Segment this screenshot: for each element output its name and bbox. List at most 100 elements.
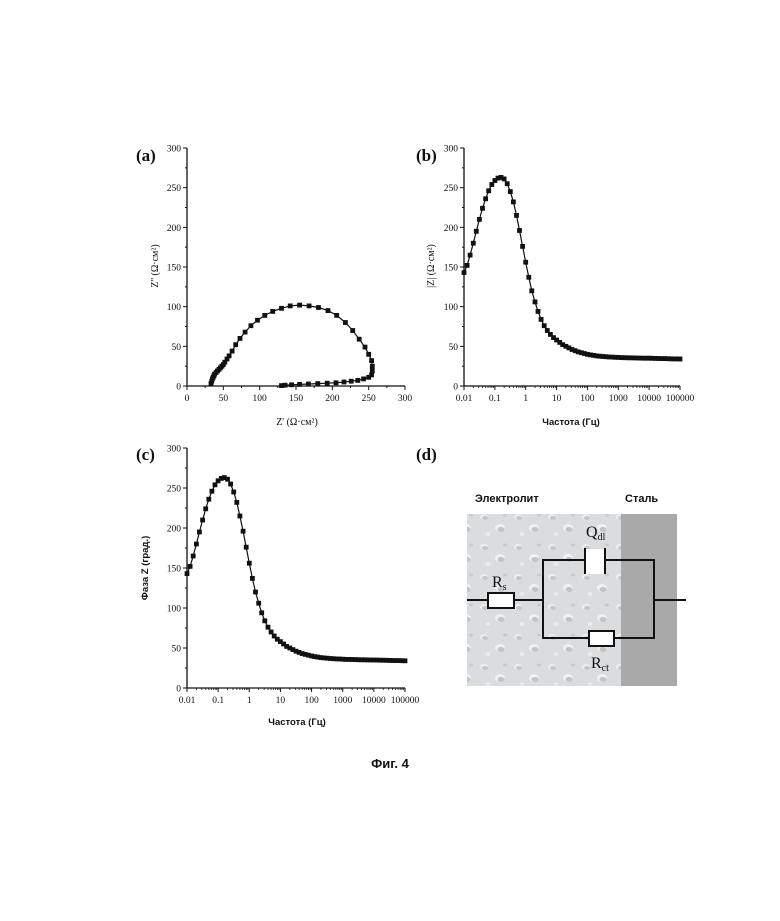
panel-b-data-point — [526, 274, 532, 280]
panel-b-x-tick-label: 10000 — [637, 394, 661, 404]
panel-c-data-point — [281, 641, 286, 647]
panel-a-x-tick-label: 50 — [219, 394, 229, 404]
panel-c-data-point — [200, 517, 205, 523]
panel-b-data-point — [572, 348, 578, 354]
panel-a-data-point — [362, 344, 368, 350]
panel-b-y-tick-label: 150 — [444, 264, 459, 274]
panel-a-data-point — [279, 305, 284, 311]
panel-c-data-point — [402, 658, 408, 664]
circuit-wires — [467, 559, 686, 639]
panel-a-y-tick-label: 0 — [176, 383, 181, 393]
panel-c-data-point — [253, 589, 258, 595]
panel-a-data-point — [224, 356, 230, 362]
panel-b-data-point — [581, 351, 587, 356]
panel-b-data-point — [662, 356, 667, 361]
panel-c-data-point — [209, 488, 215, 494]
panel-c-data-point — [243, 544, 249, 550]
panel-c-data-point — [203, 506, 209, 512]
panel-c-data-point — [324, 655, 330, 661]
panel-a-x-tick-label: 100 — [253, 394, 268, 404]
panel-a-data-point — [287, 303, 293, 309]
panel-b-data-point — [640, 355, 646, 361]
panel-c-data-point — [315, 654, 321, 660]
panel-a-data-point — [333, 380, 339, 386]
panel-a-y-tick-label: 300 — [167, 145, 182, 155]
panel-b-data-point — [517, 228, 522, 233]
panel-a-data-point — [262, 313, 268, 318]
panel-a-data-point — [356, 336, 362, 342]
panel-a-data-point — [325, 308, 331, 313]
panel-c-y-axis-label: Фаза Z (град.) — [140, 536, 151, 601]
panel-a-data-point — [270, 309, 276, 314]
panel-c-y-tick-label: 50 — [172, 645, 182, 655]
panel-c-data-point — [340, 656, 346, 662]
panel-c-x-tick-label: 10 — [276, 696, 286, 706]
panel-c-data-point — [265, 624, 271, 630]
panel-b-y-tick-label: 0 — [453, 383, 458, 393]
panel-b-data-point — [566, 345, 572, 351]
panel-a-y-tick-label: 250 — [167, 184, 182, 194]
panel-c-label: (c) — [136, 445, 155, 464]
panel-b-data-point — [560, 342, 566, 348]
panel-b-data-point — [619, 355, 624, 360]
panel-a-data-point — [279, 383, 284, 388]
panel-c-x-tick-label: 0.01 — [179, 696, 196, 706]
panel-a-x-tick-label: 200 — [325, 394, 340, 404]
panel-b-data-point — [492, 178, 498, 183]
panel-b-y-tick-label: 200 — [444, 224, 459, 234]
panel-b-data-point — [504, 181, 510, 187]
panel-b-data-point — [535, 309, 541, 314]
panel-b-data-point — [489, 182, 495, 187]
panel-b-data-point — [514, 213, 519, 218]
panel-a-data-point — [350, 328, 356, 333]
panel-b-data-point — [461, 270, 467, 275]
panel-b-bode-magnitude: (b) 0 50 100 150 200 250 300 0.01 0.1 1 10 100 1000 1… — [416, 145, 695, 429]
panel-a-data-point — [289, 382, 294, 388]
panel-b-data-point — [634, 355, 640, 361]
panel-b-data-point — [544, 328, 550, 333]
panel-c-data-point — [306, 652, 311, 658]
panel-c-data-point — [221, 475, 227, 480]
panel-c-data-point — [380, 657, 386, 663]
panel-a-data-point — [366, 351, 372, 357]
panel-c-data-point — [362, 657, 367, 663]
panel-a-data-point — [297, 302, 302, 308]
panel-c-y-tick-label: 250 — [167, 485, 182, 495]
panel-b-data-point — [470, 240, 476, 246]
panel-c-data-point — [262, 618, 268, 624]
panel-b-data-point — [554, 337, 559, 343]
panel-b-data-point — [622, 355, 627, 361]
panel-c-x-tick-label: 100 — [304, 696, 319, 706]
panel-a-data-point — [369, 368, 375, 374]
panel-a-data-point — [341, 379, 347, 385]
panel-a-data-point — [343, 320, 348, 325]
panel-c-data-point — [212, 482, 218, 488]
panel-b-x-tick-label: 1 — [523, 394, 528, 404]
panel-a-data-point — [366, 374, 372, 380]
panel-a-data-point — [229, 348, 235, 354]
panel-b-data-point — [615, 355, 621, 360]
panel-c-data-point — [190, 553, 196, 559]
panel-b-data-point — [637, 355, 643, 361]
panel-b-data-point — [529, 288, 535, 294]
qdl-cpe — [584, 548, 606, 574]
panel-b-data-point — [575, 349, 581, 355]
panel-c-y-tick-label: 0 — [176, 685, 181, 695]
panel-a-y-tick-label: 50 — [172, 343, 182, 353]
panel-b-y-tick-label: 250 — [444, 184, 459, 194]
panel-b-series-line — [463, 176, 681, 360]
panel-a-nyquist: (a) 0 50 100 150 200 250 300 0 50 100 150 200 250 300… — [136, 145, 412, 429]
panel-a-x-tick-label: 150 — [289, 394, 304, 404]
panel-a-x-tick-label: 300 — [398, 394, 413, 404]
panel-a-data-point — [226, 353, 232, 359]
panel-a-data-point — [248, 323, 254, 329]
panel-b-label: (b) — [416, 146, 437, 165]
panel-b-data-point — [483, 196, 488, 202]
panel-b-data-point — [467, 252, 473, 258]
panel-b-data-point — [495, 175, 501, 181]
panel-b-data-point — [511, 199, 516, 205]
panel-b-data-point — [652, 356, 658, 361]
panel-c-data-point — [346, 657, 352, 662]
panel-b-data-point — [507, 189, 513, 194]
panel-a-data-point — [237, 336, 243, 341]
